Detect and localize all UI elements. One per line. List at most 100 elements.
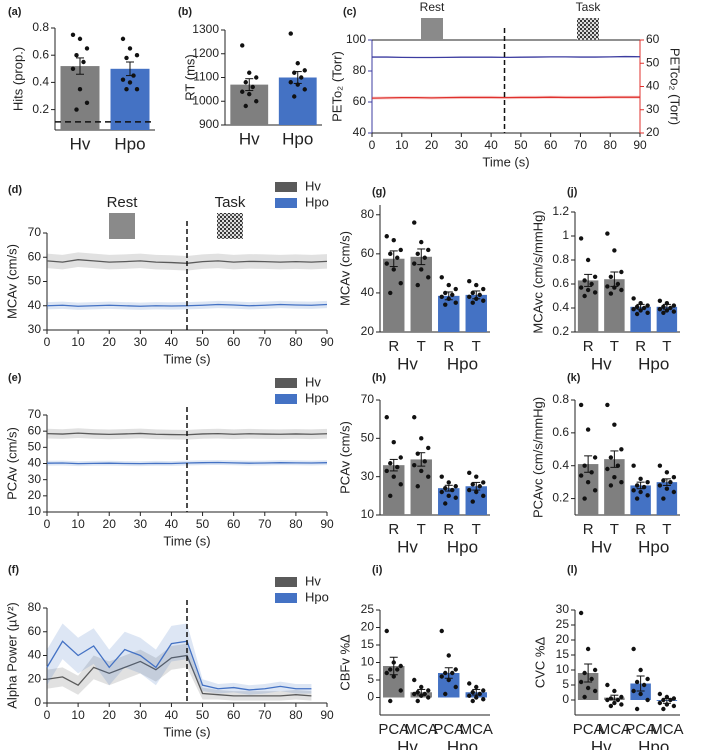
data-point (250, 84, 255, 90)
y-tick-label: 50 (28, 274, 42, 288)
x-tick-label: Hv (239, 129, 260, 148)
data-point (661, 697, 666, 703)
data-point (615, 697, 621, 703)
data-point (422, 691, 427, 697)
y-tick-label: 20 (28, 671, 42, 685)
data-point (671, 309, 677, 314)
data-point (638, 308, 643, 313)
data-point (578, 473, 584, 478)
data-point (477, 484, 482, 489)
data-point (299, 75, 304, 80)
data-point (384, 415, 389, 420)
data-point (634, 304, 640, 309)
x-tick-label: 60 (227, 708, 241, 722)
data-point (426, 247, 431, 253)
data-point (470, 290, 475, 296)
data-point (474, 296, 479, 301)
series-line (372, 55, 641, 59)
data-point (671, 489, 677, 495)
y-tick-label: 60 (361, 246, 375, 260)
data-point (638, 489, 643, 495)
y-axis-label: MCAv (cm/s) (4, 244, 19, 319)
x-tick-label: 10 (395, 138, 409, 152)
data-point (446, 480, 451, 485)
x-tick-label: 0 (44, 708, 51, 722)
y2-tick-label: 40 (646, 79, 660, 93)
data-point (426, 688, 431, 693)
x-tick-label: 90 (320, 708, 334, 722)
data-point (415, 451, 420, 456)
data-point (638, 301, 643, 306)
y2-tick-label: 50 (646, 55, 660, 69)
data-point (70, 66, 76, 72)
x-tick-label: T (472, 338, 481, 355)
panel-label: (j) (567, 186, 578, 198)
panel-label: (d) (8, 184, 22, 196)
group-label: Hv (591, 354, 612, 373)
data-point (612, 688, 617, 694)
data-point (634, 483, 640, 488)
y2-axis-label: PETco₂ (Torr) (668, 48, 683, 125)
data-point (467, 279, 472, 284)
y-tick-label: 20 (361, 324, 375, 338)
bar (577, 464, 599, 515)
data-point (582, 694, 587, 700)
x-tick-label: 60 (227, 335, 241, 349)
data-point (426, 695, 431, 700)
data-point (84, 100, 90, 106)
data-point (634, 706, 640, 712)
y-tick-label: 40 (28, 648, 42, 662)
y-tick-label: 0.8 (552, 252, 569, 266)
x-tick-label: 30 (455, 138, 469, 152)
y-tick-label: 40 (361, 285, 375, 299)
y-tick-label: 0.8 (552, 392, 569, 406)
data-point (388, 251, 393, 257)
legend-label: Hv (305, 374, 321, 389)
data-point (398, 688, 403, 693)
y2-tick-label: 30 (646, 102, 660, 116)
x-tick-label: R (635, 338, 646, 355)
y-tick-label: 0.8 (32, 20, 49, 34)
data-point (453, 495, 458, 500)
group-label: Hv (397, 737, 418, 750)
group-label: Hv (591, 537, 612, 556)
data-point (391, 474, 396, 479)
data-point (439, 489, 444, 495)
x-tick-label: PCA (378, 721, 409, 738)
data-point (608, 274, 614, 279)
data-point (388, 493, 393, 499)
data-point (131, 73, 136, 78)
data-point (589, 470, 594, 475)
data-point (243, 103, 248, 109)
y-tick-label: 20 (556, 632, 570, 646)
data-point (127, 80, 133, 85)
data-point (426, 445, 431, 451)
error-band (47, 623, 312, 695)
data-point (467, 693, 472, 698)
y-tick-label: 10 (361, 655, 375, 669)
legend-label: Hv (305, 573, 321, 588)
x-tick-label: 40 (165, 335, 179, 349)
data-point (443, 290, 448, 296)
y2-tick-label: 60 (646, 32, 660, 46)
data-point (661, 496, 666, 501)
x-tick-label: T (610, 338, 619, 355)
data-point (446, 677, 451, 683)
data-point (638, 667, 643, 673)
group-label: Hpo (447, 737, 478, 750)
data-point (388, 290, 393, 296)
x-tick-label: 30 (134, 517, 148, 531)
data-point (668, 697, 673, 703)
bar (410, 459, 432, 515)
data-point (446, 493, 451, 499)
data-point (481, 493, 486, 499)
x-tick-label: 30 (134, 335, 148, 349)
series-line (46, 654, 312, 697)
x-tick-label: MCA (460, 721, 493, 738)
data-point (645, 676, 650, 682)
x-tick-label: 80 (289, 708, 303, 722)
data-point (453, 484, 458, 489)
x-tick-label: PCA (433, 721, 464, 738)
data-point (134, 53, 140, 58)
